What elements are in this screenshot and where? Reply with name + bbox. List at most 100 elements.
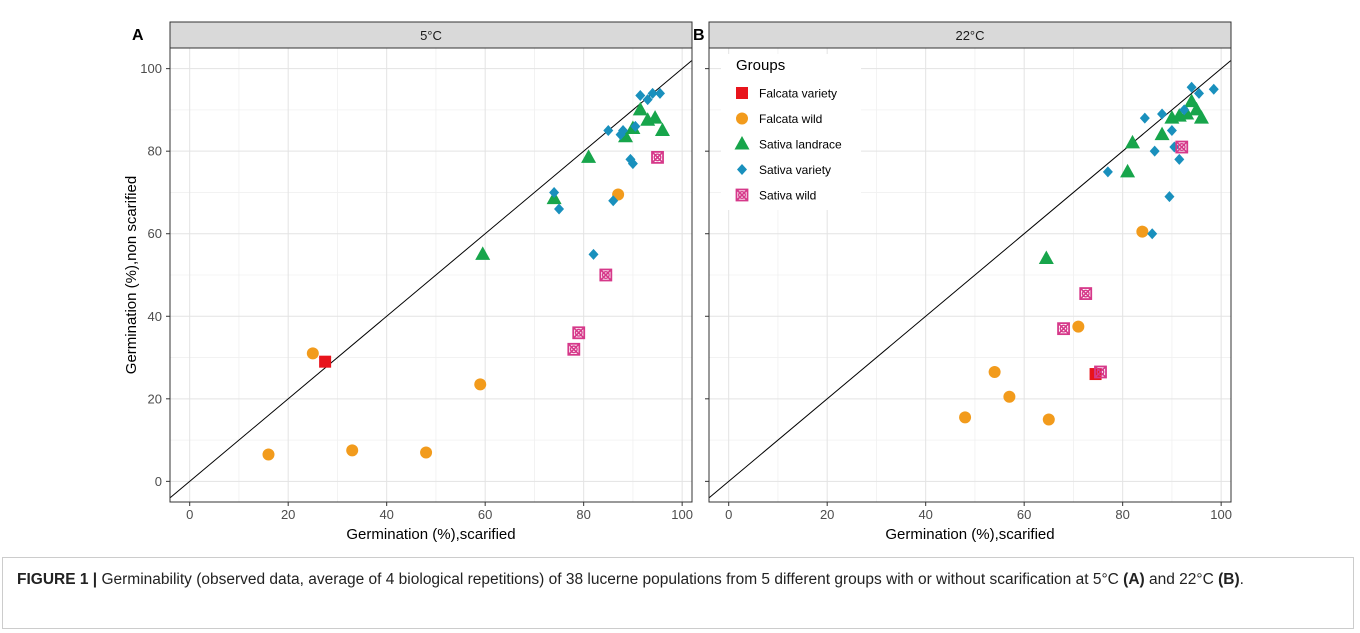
panel-a-x-tick-label: 60	[478, 507, 492, 522]
panel-a-point-sativa-variety	[654, 87, 665, 99]
panel-b-legend-key-falcata-wild	[736, 112, 748, 125]
panel-a-point-sativa-landrace	[654, 122, 670, 137]
panel-b-x-tick-label: 0	[725, 507, 732, 522]
panel-b-point-sativa-landrace	[1125, 134, 1141, 149]
panel-a-point-sativa-variety	[554, 203, 565, 215]
panel-b-legend-key-sativa-landrace	[734, 136, 750, 150]
panel-a-point-sativa-landrace	[647, 110, 663, 124]
panel-b-point-falcata-wild	[959, 411, 972, 424]
panel-b-point-sativa-variety	[1147, 228, 1158, 240]
panel-a-x-tick-label: 100	[671, 507, 693, 522]
panel-b-point-sativa-variety	[1179, 104, 1190, 116]
panel-b-legend-title: Groups	[736, 57, 785, 74]
panel-b-letter: B	[693, 27, 705, 44]
panel-a-point-sativa-landrace	[475, 246, 491, 260]
panel-a-border	[169, 47, 693, 503]
panel-b-point-sativa-landrace	[1193, 110, 1209, 124]
panel-a-x-tick-label: 40	[379, 507, 393, 522]
panel-a-point-falcata-variety	[319, 355, 332, 368]
panel-b-point-sativa-variety	[1193, 87, 1204, 99]
panel-a-point-sativa-wild-ring	[569, 345, 578, 354]
panel-a-series-sativa-variety	[549, 87, 665, 260]
panel-a-point-falcata-wild	[420, 446, 433, 459]
panel-a-point-sativa-wild	[572, 326, 586, 340]
caption-text-1: Germinability (observed data, average of…	[97, 571, 1124, 588]
panel-a-point-sativa-variety	[630, 120, 641, 132]
panel-b-point-sativa-variety	[1186, 81, 1197, 93]
panel-a-point-sativa-wild-frame	[572, 326, 586, 340]
panel-a: 5°C 0 20 40 60 80 100 0 20 40 60 80 100 Germination (…	[123, 21, 693, 543]
panel-a-x-tick-label: 0	[186, 507, 193, 522]
panel-b-point-sativa-wild	[1057, 322, 1070, 336]
panel-b-border	[708, 47, 1232, 503]
panel-a-point-sativa-variety	[608, 195, 619, 207]
panel-b-x-tick-label: 80	[1115, 507, 1129, 522]
panel-a-point-sativa-wild-cross-b	[567, 343, 580, 356]
panel-a-series-sativa-landrace	[475, 101, 670, 260]
panel-b-strip-label: 22°C	[955, 28, 984, 43]
panel-b-x-tick-label: 20	[820, 507, 834, 522]
panel-b-legend-label-falcata-wild: Falcata wild	[759, 112, 822, 126]
panel-b-point-sativa-variety	[1164, 191, 1175, 203]
panel-b-point-sativa-wild	[1079, 287, 1093, 300]
panel-a-point-sativa-variety	[647, 87, 658, 99]
panel-b-x-tick-label: 100	[1210, 507, 1232, 522]
panel-a-x-tick-label: 20	[281, 507, 295, 522]
panel-b-point-falcata-wild	[988, 365, 1001, 378]
panel-b-legend-key-sativa-wild-frame	[735, 188, 749, 202]
panel-b-point-sativa-variety	[1139, 112, 1150, 124]
panel-a-x-tick-label: 80	[576, 507, 590, 522]
panel-a-point-sativa-wild-ring	[574, 328, 583, 337]
panel-a-y-tick-label: 20	[148, 391, 162, 406]
panel-b-legend-label-sativa-wild: Sativa wild	[759, 189, 816, 203]
panel-b-point-sativa-wild-frame	[1079, 287, 1093, 300]
panel-a-grid	[170, 48, 692, 502]
panel-a-point-falcata-wild	[306, 347, 319, 360]
panel-a-point-falcata-wild	[474, 378, 487, 391]
panel-a-point-falcata-wild	[262, 448, 275, 461]
panel-a-point-sativa-variety	[627, 158, 638, 170]
panel-b-point-sativa-wild	[1094, 365, 1107, 379]
panel-b-point-sativa-landrace	[1179, 106, 1195, 120]
panel-b-legend-background	[721, 54, 861, 210]
panel-b-legend-label-falcata-variety: Falcata variety	[759, 87, 837, 101]
caption-ref-b: (B)	[1218, 571, 1240, 588]
panel-a-point-sativa-landrace	[632, 101, 648, 116]
panel-a-strip	[169, 21, 693, 49]
panel-b-series-sativa-wild	[1057, 140, 1189, 379]
panel-b-point-sativa-wild	[1175, 140, 1189, 154]
panel-a-point-sativa-wild-cross-b	[572, 326, 585, 339]
panel-b-point-falcata-wild	[1072, 320, 1085, 333]
panel-b-point-sativa-wild-frame	[1175, 140, 1189, 154]
panel-b-point-sativa-wild-cross-b	[1079, 287, 1092, 300]
panel-b-point-sativa-landrace	[1189, 101, 1205, 116]
panel-a-series-sativa-wild	[567, 150, 664, 356]
panel-a-series-falcata-wild	[262, 188, 625, 461]
panel-b-point-sativa-landrace	[1154, 126, 1170, 141]
panel-a-point-sativa-wild-ring	[653, 153, 662, 162]
scatter-plot-figure: 5°C 0 20 40 60 80 100 0 20 40 60 80 100 Germination (…	[123, 21, 1232, 543]
panel-b-legend-key-sativa-wild-cross-b	[735, 188, 749, 202]
panel-b-series-sativa-landrace	[1038, 93, 1209, 264]
panel-b-point-sativa-landrace	[1184, 93, 1200, 108]
panel-b-point-sativa-variety	[1166, 125, 1177, 137]
panel-a-point-sativa-variety	[603, 125, 614, 137]
panel-b-point-sativa-landrace	[1038, 250, 1054, 264]
panel-a-point-sativa-wild-frame	[599, 268, 613, 282]
panel-a-series-falcata-variety	[319, 355, 332, 368]
panel-b-point-sativa-wild-ring	[1081, 289, 1090, 298]
caption-text-3: .	[1239, 571, 1244, 588]
panel-b-point-sativa-wild-ring	[1177, 143, 1186, 152]
panel-a-y-tick-label: 80	[148, 144, 162, 159]
panel-a-point-sativa-variety	[635, 89, 646, 101]
panel-a-y-tick-label: 0	[155, 474, 162, 489]
panel-b-point-sativa-variety	[1208, 83, 1219, 95]
panel-a-point-sativa-wild-cross-b	[599, 268, 612, 282]
panel-a-y-tick-label: 60	[148, 226, 162, 241]
panel-a-identity-line	[169, 59, 693, 499]
panel-a-point-sativa-variety	[642, 94, 653, 106]
panel-b-point-sativa-variety	[1157, 108, 1168, 120]
panel-b-point-sativa-wild-cross-b	[1057, 322, 1070, 335]
panel-a-point-sativa-variety	[618, 125, 629, 137]
